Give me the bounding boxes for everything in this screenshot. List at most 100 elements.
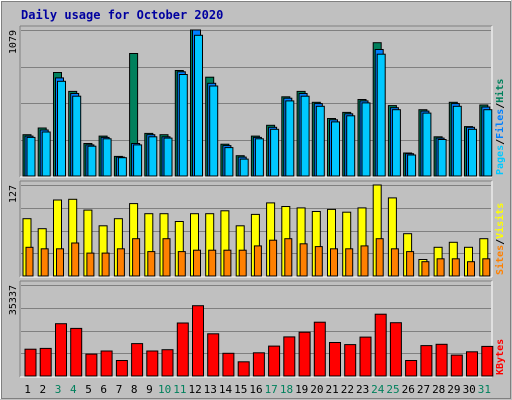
legend-text: Sites/Visits (494, 203, 506, 275)
bar-sites (116, 248, 125, 277)
legend-hits: Hits (494, 79, 506, 103)
bar-pages (285, 100, 295, 177)
bar-pages (331, 121, 340, 177)
bar-pages (57, 80, 66, 177)
x-tick-label: 11 (173, 383, 186, 396)
bar-pages (407, 154, 417, 177)
bar-sites (25, 246, 34, 277)
x-tick-label: 12 (188, 383, 201, 396)
bar-pages (194, 34, 203, 177)
bar-sites (86, 252, 95, 277)
legend: Sites/Visits (494, 203, 506, 275)
bar-pages (300, 95, 310, 177)
bar-pages (239, 158, 249, 177)
x-tick-label: 5 (85, 383, 92, 396)
bar-kbytes (176, 322, 189, 377)
bar-kbytes (405, 360, 418, 377)
bar-kbytes (283, 336, 296, 377)
bar-kbytes (359, 336, 372, 377)
bar-pages (315, 105, 325, 177)
bar-sites (467, 261, 475, 277)
x-tick-label: 10 (158, 383, 171, 396)
x-tick-label: 30 (463, 383, 476, 396)
x-tick-label: 31 (478, 383, 491, 396)
bar-kbytes (481, 345, 494, 377)
bar-pages (72, 95, 82, 177)
bar-kbytes (192, 305, 204, 377)
x-tick-label: 15 (234, 383, 247, 396)
bar-sites (360, 245, 369, 277)
bar-kbytes (374, 313, 387, 377)
chart-panels: 1079Pages/Files/Hits127Sites/Visits35337… (8, 25, 506, 378)
bar-kbytes (207, 333, 220, 377)
bar-sites (436, 258, 445, 277)
bar-pages (391, 109, 401, 177)
bar-kbytes (435, 343, 448, 377)
x-tick-label: 16 (249, 383, 262, 396)
x-axis-labels: 1 2 3 4 5 6 7 8 9 10 11 12 13 14 15 16 17 18 19 20 21 22 23 24 2… (24, 383, 491, 396)
bar-sites (314, 246, 323, 277)
bar-sites (390, 248, 399, 277)
legend-separator: / (495, 239, 506, 245)
bar-kbytes (70, 327, 83, 377)
legend-separator: / (495, 139, 506, 145)
bar-kbytes (24, 348, 37, 377)
bar-sites (208, 249, 217, 277)
bar-pages (452, 105, 462, 177)
x-tick-label: 18 (280, 383, 293, 396)
legend-text: KBytes (495, 339, 506, 375)
chart-title: Daily usage for October 2020 (21, 8, 223, 22)
x-tick-label: 28 (432, 383, 445, 396)
bar-kbytes (222, 352, 235, 377)
x-tick-label: 8 (131, 383, 138, 396)
x-tick-label: 22 (341, 383, 354, 396)
bar-sites (177, 251, 186, 277)
bar-kbytes (55, 323, 67, 377)
bar-pages (163, 137, 173, 177)
bar-pages (422, 112, 432, 177)
bar-pages (87, 145, 97, 177)
bar-sites (421, 261, 430, 277)
bar-kbytes (161, 349, 174, 377)
bar-sites (406, 251, 415, 277)
bar-kbytes (39, 347, 52, 377)
bar-sites (56, 248, 64, 277)
bar-kbytes (466, 351, 478, 377)
bar-pages (209, 85, 219, 177)
bar-pages (133, 144, 143, 177)
bar-kbytes (329, 342, 341, 377)
y-max-label: 1079 (8, 30, 19, 54)
bar-pages (117, 157, 127, 177)
bar-sites (223, 249, 232, 277)
bar-kbytes (100, 350, 113, 377)
bar-sites (482, 258, 491, 277)
bar-kbytes (252, 352, 265, 377)
bar-sites (299, 243, 308, 277)
x-tick-label: 26 (402, 383, 415, 396)
bar-pages (254, 138, 264, 177)
bar-pages (178, 74, 188, 177)
legend-pages: Pages (495, 145, 506, 175)
bar-kbytes (115, 360, 128, 377)
x-tick-label: 14 (219, 383, 233, 396)
bar-kbytes (131, 343, 144, 377)
x-tick-label: 23 (356, 383, 369, 396)
bar-sites (375, 238, 384, 277)
bar-kbytes (298, 331, 311, 377)
bar-pages (41, 131, 51, 177)
bar-kbytes (450, 354, 463, 377)
bar-sites (193, 249, 201, 277)
bar-kbytes (85, 353, 98, 377)
bar-sites (101, 252, 110, 277)
bar-sites (71, 242, 80, 277)
bar-pages (102, 138, 112, 177)
legend-files: Files (494, 109, 506, 139)
bar-pages (346, 115, 356, 177)
bar-sites (345, 248, 354, 277)
x-tick-label: 17 (265, 383, 278, 396)
bar-kbytes (389, 322, 402, 377)
bar-kbytes (237, 361, 250, 377)
